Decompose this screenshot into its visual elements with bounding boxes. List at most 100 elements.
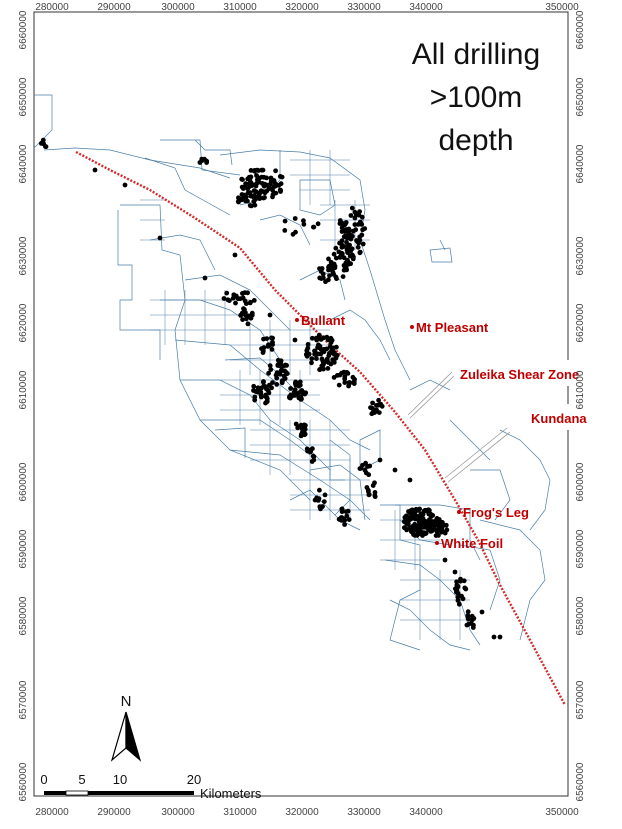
frogs-leg-marker — [457, 510, 461, 514]
drillhole-point — [344, 240, 349, 245]
drillhole-point — [309, 356, 315, 361]
drillhole-point — [328, 340, 334, 345]
drillhole-point — [442, 557, 448, 563]
drillhole-point — [248, 315, 254, 321]
x-tick-bottom-2: 300000 — [161, 807, 195, 818]
y-tick-left-5: 6610000 — [18, 370, 29, 409]
drillhole-point — [344, 266, 349, 272]
drillhole-point — [317, 487, 322, 493]
drillhole-point — [356, 240, 361, 246]
y-tick-left-7: 6590000 — [18, 529, 29, 568]
title-line-2: >100m — [430, 81, 523, 114]
drillhole-point — [436, 533, 441, 538]
drillhole-point — [392, 467, 398, 473]
map-title: All drilling >100m depth — [385, 28, 563, 158]
y-tick-left-6: 6600000 — [18, 462, 29, 501]
drillhole-point — [292, 337, 298, 343]
drillhole-point — [370, 483, 376, 488]
drillhole-point — [348, 213, 354, 218]
drillhole-point — [245, 321, 251, 327]
drillhole-point — [326, 264, 331, 270]
north-arrow: N — [110, 693, 142, 762]
y-tick-right-3: 6630000 — [575, 236, 586, 275]
drillhole-point — [366, 492, 372, 497]
drillhole-point — [261, 336, 266, 342]
drillhole-point — [274, 375, 280, 381]
drillhole-point — [308, 448, 313, 454]
drillhole-point — [460, 596, 466, 602]
drillhole-point — [339, 229, 345, 234]
drillhole-point — [342, 380, 348, 385]
drillhole-point — [348, 261, 353, 267]
drillhole-point — [428, 523, 434, 529]
drillhole-point — [299, 388, 305, 393]
drillhole-point — [302, 432, 308, 438]
drillhole-point — [491, 634, 497, 640]
y-tick-right-1: 6650000 — [575, 77, 586, 116]
drillhole-point — [466, 621, 472, 627]
drillhole-point — [263, 393, 269, 398]
drillhole-point — [339, 244, 345, 250]
y-tick-right-7: 6590000 — [575, 529, 586, 568]
drillhole-point — [346, 517, 352, 522]
drillhole-point — [339, 509, 345, 515]
drillhole-point — [298, 433, 304, 439]
scale-seg-1 — [44, 791, 66, 795]
x-tick-top-6: 340000 — [409, 2, 443, 13]
drillhole-point — [270, 187, 275, 193]
drillhole-point — [421, 524, 427, 530]
y-tick-right-2: 6640000 — [575, 144, 586, 183]
drillhole-point — [251, 198, 257, 204]
drillhole-point — [315, 221, 321, 227]
scale-label-20: 20 — [187, 772, 201, 787]
drillhole-point — [256, 168, 261, 173]
drillhole-point — [435, 527, 440, 533]
drillhole-point — [301, 221, 307, 227]
drillhole-point — [344, 513, 350, 519]
drillhole-point — [267, 312, 273, 318]
drillhole-point — [339, 225, 345, 231]
drillhole-point — [350, 374, 356, 380]
scale-seg-3 — [88, 791, 122, 795]
drillhole-point — [347, 380, 353, 386]
scale-label-10: 10 — [113, 772, 127, 787]
drillhole-point — [273, 168, 278, 174]
y-tick-right-10: 6560000 — [575, 762, 586, 801]
white-foil-marker — [435, 541, 439, 545]
y-tick-left-1: 6650000 — [18, 77, 29, 116]
x-tick-top-4: 320000 — [285, 2, 319, 13]
drillhole-point — [259, 181, 265, 186]
drillhole-point — [454, 588, 460, 594]
drillhole-point — [239, 176, 245, 182]
drillhole-point — [461, 578, 467, 584]
drillhole-point — [277, 363, 283, 369]
drillhole-point — [311, 457, 317, 463]
drillhole-point — [414, 532, 420, 538]
y-tick-right-8: 6580000 — [575, 596, 586, 635]
drillhole-point — [279, 378, 285, 384]
drillhole-point — [316, 496, 322, 501]
drillhole-point — [257, 196, 263, 202]
drillhole-point — [313, 335, 319, 341]
callouts: Zuleika Shear Zone Kundana — [454, 360, 621, 430]
drillhole-point — [316, 332, 322, 338]
drillhole-point — [479, 609, 485, 615]
x-tick-top-2: 300000 — [161, 2, 195, 13]
x-tick-top-5: 330000 — [347, 2, 381, 13]
drillhole-point — [259, 346, 264, 352]
drillhole-point — [370, 400, 375, 406]
drillhole-point — [264, 188, 270, 194]
x-tick-bottom-5: 330000 — [347, 807, 381, 818]
drillhole-point — [407, 477, 413, 483]
drillhole-point — [310, 453, 316, 459]
drillhole-point — [357, 234, 363, 240]
drillhole-point — [311, 224, 317, 230]
drillhole-point — [282, 218, 288, 224]
drillhole-point — [331, 345, 336, 351]
drillhole-point — [426, 511, 432, 517]
drillhole-point — [312, 351, 317, 357]
drillhole-point — [254, 173, 259, 178]
drillhole-point — [463, 586, 469, 592]
drillhole-point — [314, 356, 319, 361]
drillhole-point — [238, 313, 244, 318]
